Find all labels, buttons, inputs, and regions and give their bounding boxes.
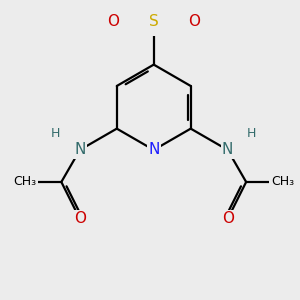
- Text: O: O: [222, 212, 234, 226]
- Text: O: O: [188, 14, 200, 29]
- Text: H: H: [247, 127, 256, 140]
- Text: S: S: [149, 14, 159, 29]
- Text: N: N: [74, 142, 85, 158]
- Text: CH₃: CH₃: [272, 176, 295, 188]
- Text: O: O: [107, 14, 119, 29]
- Text: O: O: [74, 212, 86, 226]
- Text: H: H: [51, 127, 61, 140]
- Text: CH₃: CH₃: [13, 176, 36, 188]
- Text: N: N: [222, 142, 233, 158]
- Text: N: N: [148, 142, 159, 158]
